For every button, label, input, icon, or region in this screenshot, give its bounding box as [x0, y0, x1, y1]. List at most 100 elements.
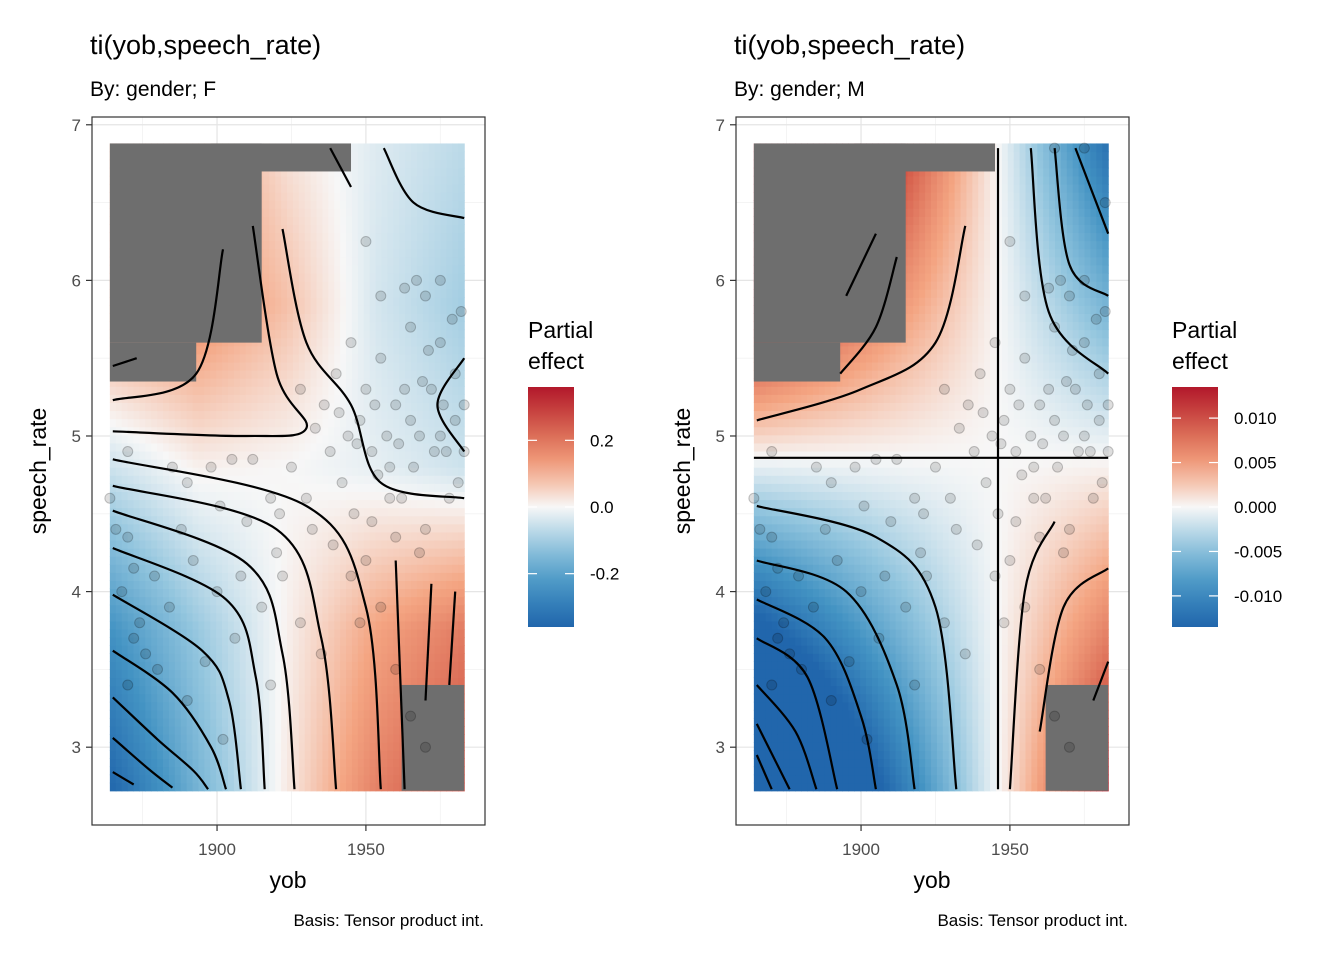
heatmap-cell — [293, 564, 300, 573]
heatmap-cell — [169, 613, 176, 622]
heatmap-cell — [139, 775, 146, 784]
heatmap-cell — [252, 718, 259, 727]
heatmap-cell — [387, 370, 394, 379]
heatmap-cell — [175, 742, 182, 751]
data-point — [346, 571, 356, 581]
heatmap-cell — [116, 783, 123, 792]
heatmap-cell — [311, 475, 318, 484]
heatmap-cell — [411, 257, 418, 266]
heatmap-cell — [216, 346, 223, 355]
heatmap-cell — [222, 669, 229, 678]
heatmap-cell — [305, 726, 312, 735]
heatmap-cell — [305, 694, 312, 703]
heatmap-cell — [346, 524, 353, 533]
heatmap-cell — [281, 694, 288, 703]
heatmap-cell — [257, 524, 264, 533]
data-point — [435, 431, 445, 441]
heatmap-cell — [311, 216, 318, 225]
heatmap-cell — [281, 718, 288, 727]
heatmap-cell — [110, 572, 117, 581]
heatmap-cell — [116, 419, 123, 428]
heatmap-cell — [299, 508, 306, 517]
data-point — [150, 571, 160, 581]
heatmap-cell — [322, 572, 329, 581]
heatmap-cell — [151, 532, 158, 541]
heatmap-cell — [417, 232, 424, 241]
heatmap-cell — [252, 419, 259, 428]
heatmap-cell — [222, 443, 229, 452]
heatmap-cell — [364, 661, 371, 670]
heatmap-cell — [446, 192, 453, 201]
heatmap-cell — [340, 750, 347, 759]
heatmap-cell — [358, 629, 365, 638]
heatmap-cell — [387, 686, 394, 695]
heatmap-cell — [299, 289, 306, 298]
data-point — [123, 680, 133, 690]
heatmap-cell — [234, 686, 241, 695]
heatmap-cell — [228, 758, 235, 767]
data-point — [412, 275, 422, 285]
heatmap-cell — [322, 378, 329, 387]
data-point — [275, 509, 285, 519]
heatmap-cell — [145, 750, 152, 759]
heatmap-cell — [311, 443, 318, 452]
heatmap-cell — [275, 475, 282, 484]
legend: Partial effect 0.20.0-0.2 — [528, 317, 619, 627]
heatmap-cell — [393, 710, 400, 719]
data-point — [301, 493, 311, 503]
heatmap-cell — [441, 200, 448, 209]
heatmap-cell — [128, 580, 135, 589]
heatmap-cell — [198, 524, 205, 533]
heatmap-cell — [293, 394, 300, 403]
heatmap-cell — [364, 394, 371, 403]
heatmap-cell — [317, 257, 324, 266]
heatmap-cell — [240, 605, 247, 614]
heatmap-cell — [376, 224, 383, 233]
heatmap-cell — [228, 386, 235, 395]
heatmap-cell — [423, 200, 430, 209]
heatmap-cell — [405, 297, 412, 306]
heatmap-cell — [393, 346, 400, 355]
heatmap-cell — [429, 305, 436, 314]
heatmap-cell — [423, 184, 430, 193]
heatmap-cell — [133, 467, 140, 476]
data-point — [334, 408, 344, 418]
heatmap-cell — [287, 370, 294, 379]
heatmap-cell — [234, 443, 241, 452]
heatmap-cell — [435, 378, 442, 387]
heatmap-cell — [198, 370, 205, 379]
heatmap-cell — [340, 742, 347, 751]
heatmap-cell — [216, 354, 223, 363]
heatmap-cell — [364, 168, 371, 177]
heatmap-cell — [435, 540, 442, 549]
heatmap-cell — [299, 354, 306, 363]
heatmap-cell — [441, 475, 448, 484]
heatmap-cell — [246, 718, 253, 727]
heatmap-cell — [429, 540, 436, 549]
heatmap-cell — [299, 394, 306, 403]
heatmap-cell — [376, 540, 383, 549]
heatmap-cell — [163, 629, 170, 638]
heatmap-cell — [364, 362, 371, 371]
heatmap-cell — [370, 419, 377, 428]
heatmap-cell — [311, 742, 318, 751]
heatmap-cell — [257, 475, 264, 484]
heatmap-cell — [151, 637, 158, 646]
heatmap-cell — [358, 516, 365, 525]
heatmap-cell — [287, 354, 294, 363]
heatmap-cell — [417, 629, 424, 638]
heatmap-cell — [163, 637, 170, 646]
heatmap-cell — [175, 402, 182, 411]
heatmap-cell — [163, 532, 170, 541]
heatmap-cell — [252, 410, 259, 419]
heatmap-cell — [370, 580, 377, 589]
heatmap-cell — [163, 734, 170, 743]
heatmap-cell — [346, 694, 353, 703]
heatmap-cell — [393, 686, 400, 695]
heatmap-cell — [139, 564, 146, 573]
heatmap-cell — [263, 419, 270, 428]
heatmap-cell — [399, 572, 406, 581]
heatmap-cell — [417, 249, 424, 258]
heatmap-cell — [198, 686, 205, 695]
heatmap-cell — [435, 645, 442, 654]
